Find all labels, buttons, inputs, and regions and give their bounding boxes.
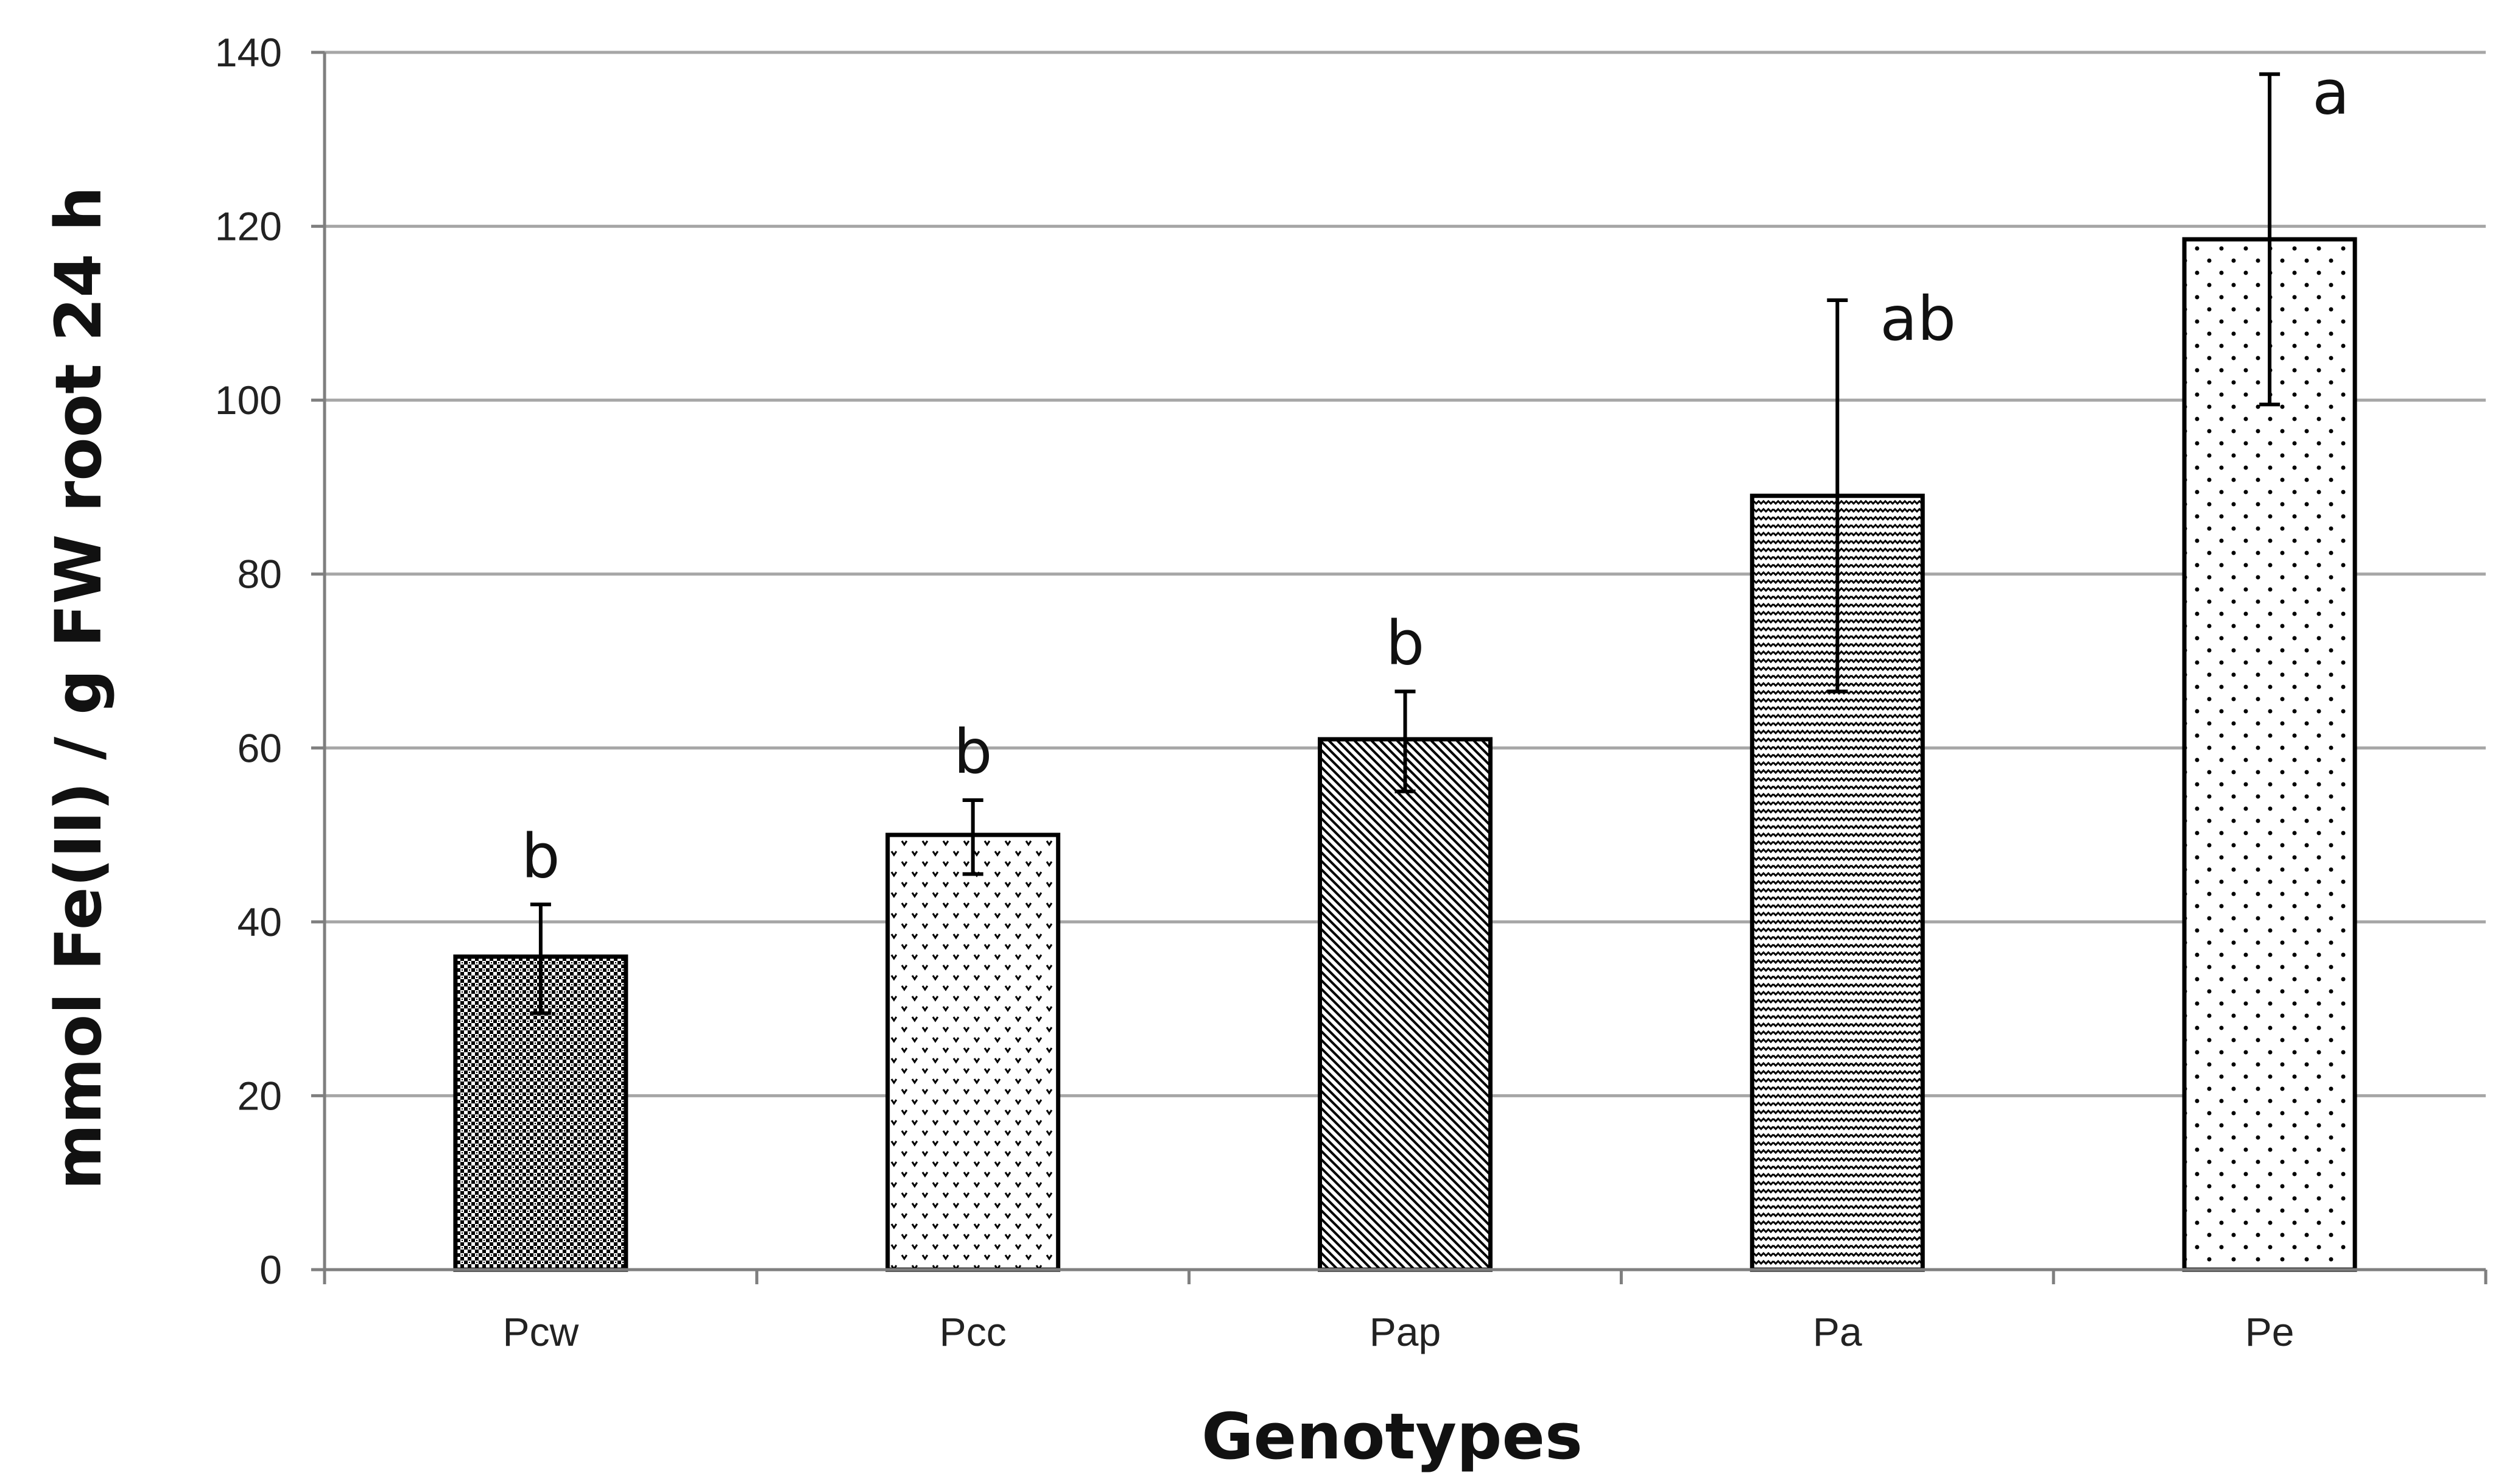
y-tick-label: 100 <box>215 378 282 423</box>
y-axis-tick-labels: 0 20 40 60 80 100 120 140 <box>215 30 282 1292</box>
y-tick-label: 80 <box>237 552 282 597</box>
y-tick-label: 140 <box>215 30 282 75</box>
x-category-label-pap: Pap <box>1370 1309 1441 1354</box>
error-bar-pcw <box>530 902 551 1015</box>
y-tick-label: 0 <box>259 1247 282 1292</box>
y-tick-label: 120 <box>215 204 282 249</box>
significance-letter-pcc: b <box>954 716 992 787</box>
y-tick-label: 40 <box>237 899 282 944</box>
y-tick-label: 20 <box>237 1073 282 1118</box>
y-axis-title: mmol Fe(II) / g FW root 24 h <box>41 186 116 1190</box>
x-category-label-pe: Pe <box>2245 1309 2295 1354</box>
error-bars <box>530 72 2281 1015</box>
bar-pap <box>1318 737 1493 1272</box>
significance-letters: b b b ab a <box>521 57 2349 892</box>
axes <box>323 52 2488 1284</box>
error-bar-pap <box>1394 689 1416 793</box>
x-category-label-pa: Pa <box>1813 1309 1862 1354</box>
error-bar-pe <box>2259 72 2281 407</box>
significance-letter-pe: a <box>2312 57 2349 128</box>
bar-pcc <box>885 832 1061 1272</box>
bars <box>453 237 2357 1272</box>
significance-letter-pa: ab <box>1880 283 1956 354</box>
y-tick-label: 60 <box>237 725 282 770</box>
error-bar-pa <box>1827 298 1848 694</box>
significance-letter-pcw: b <box>521 820 560 891</box>
x-axis-title: Genotypes <box>1201 1399 1583 1474</box>
x-category-label-pcw: Pcw <box>503 1309 579 1354</box>
significance-letter-pap: b <box>1386 607 1424 678</box>
error-bar-pcc <box>962 798 983 876</box>
x-category-label-pcc: Pcc <box>940 1309 1007 1354</box>
x-axis-category-labels: Pcw Pcc Pap Pa Pe <box>503 1309 2295 1354</box>
